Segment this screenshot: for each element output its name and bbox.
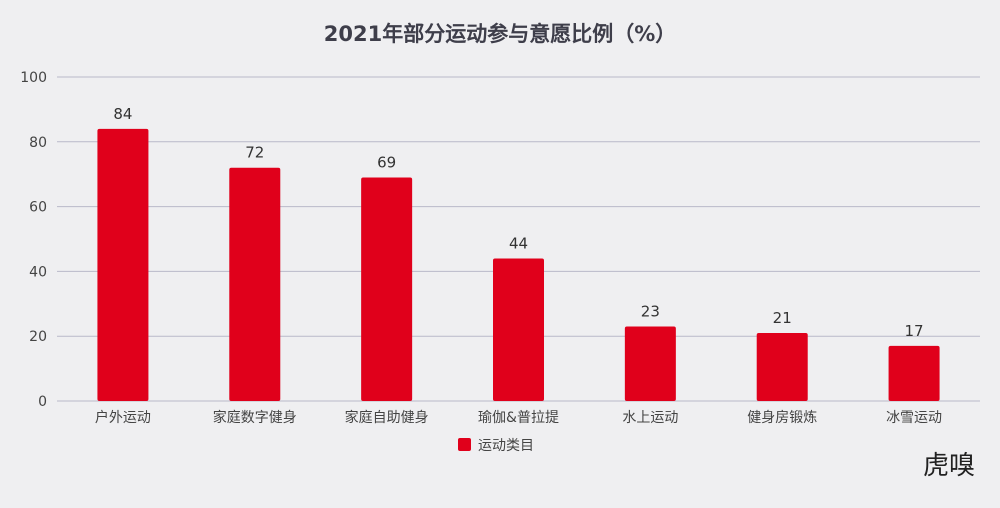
y-tick-label-60: 60	[29, 200, 47, 216]
y-tick-label-80: 80	[29, 135, 47, 151]
x-axis-labels: 户外运动 家庭数字健身 家庭自助健身 瑜伽&普拉提 水上运动 健身房锻炼 冰雪运动	[95, 409, 942, 426]
data-label-0: 84	[113, 105, 132, 123]
legend-label: 运动类目	[478, 438, 534, 454]
x-tick-label-5: 健身房锻炼	[747, 410, 817, 426]
bars	[97, 128, 940, 401]
bar-1[interactable]	[229, 167, 281, 401]
data-label-6: 17	[905, 322, 924, 340]
data-label-5: 21	[773, 309, 792, 327]
x-tick-label-1: 家庭数字健身	[213, 409, 297, 426]
y-tick-label-20: 20	[29, 329, 47, 345]
bar-5[interactable]	[756, 332, 808, 401]
bar-6[interactable]	[888, 345, 940, 401]
chart-title: 2021年部分运动参与意愿比例（%）	[324, 22, 677, 46]
x-tick-label-0: 户外运动	[95, 409, 151, 426]
bar-4[interactable]	[624, 326, 676, 401]
data-label-2: 69	[377, 153, 396, 171]
legend-swatch	[458, 438, 471, 451]
y-tick-label-40: 40	[29, 264, 47, 280]
bar-2[interactable]	[361, 177, 413, 401]
x-tick-label-6: 冰雪运动	[886, 410, 942, 426]
bar-3[interactable]	[493, 258, 544, 401]
x-tick-label-3: 瑜伽&普拉提	[478, 410, 559, 426]
y-tick-label-100: 100	[20, 70, 47, 86]
x-tick-label-2: 家庭自助健身	[345, 409, 429, 426]
data-label-3: 44	[509, 234, 528, 252]
y-tick-label-0: 0	[38, 394, 47, 410]
data-label-1: 72	[245, 144, 264, 162]
x-tick-label-4: 水上运动	[622, 410, 678, 426]
legend[interactable]: 运动类目	[458, 438, 534, 454]
bar-0[interactable]	[97, 128, 149, 401]
data-labels: 84 72 69 44 23 21 17	[113, 105, 923, 340]
y-axis-ticks: 0 20 40 60 80 100	[20, 70, 47, 410]
huxiu-logo: 虎嗅	[923, 451, 975, 481]
data-label-4: 23	[641, 302, 660, 320]
